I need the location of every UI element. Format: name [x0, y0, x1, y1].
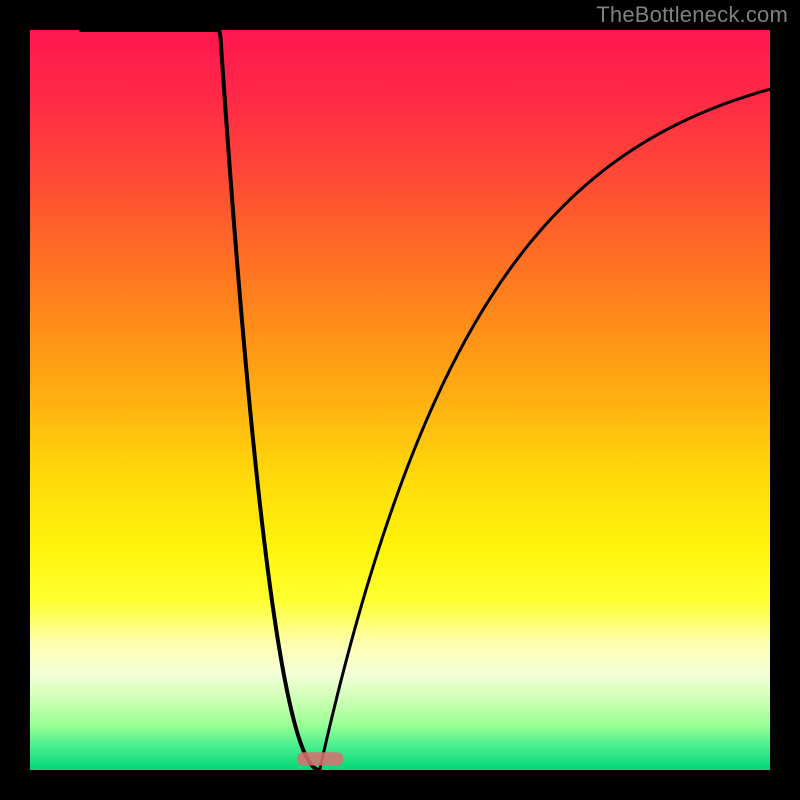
vertex-marker — [297, 752, 344, 765]
plot-background — [30, 30, 770, 770]
attribution-label: TheBottleneck.com — [596, 2, 788, 28]
bottleneck-chart: TheBottleneck.com — [0, 0, 800, 800]
chart-svg — [0, 0, 800, 800]
